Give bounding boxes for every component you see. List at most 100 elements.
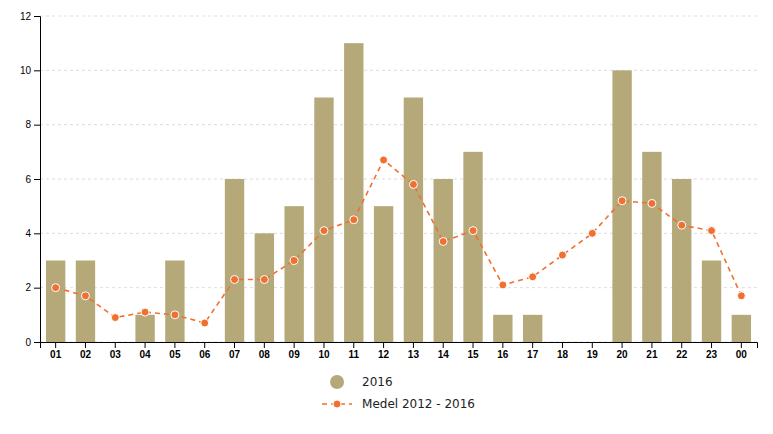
y-tick-label: 8 [25,119,31,130]
x-tick: 18 [557,342,569,360]
x-tick-mark [234,342,235,348]
x-tick-mark [383,342,384,348]
x-tick-mark [264,342,265,348]
x-tick-mark [711,342,712,348]
x-tick-label: 10 [318,349,330,360]
bar [344,43,363,342]
legend-label: Medel 2012 - 2016 [362,397,475,411]
y-tick-mark [34,125,40,126]
x-tick-mark [413,342,414,348]
x-tick-label: 17 [527,349,539,360]
line [56,160,742,323]
marker [618,197,626,205]
x-tick: 00 [736,342,748,360]
x-tick-label: 15 [467,349,479,360]
x-tick-label: 20 [617,349,629,360]
y-tick: 10 [20,65,40,76]
x-tick-mark [502,342,503,348]
y-tick: 6 [25,174,40,185]
x-axis-line [41,343,758,349]
x-tick-mark [681,342,682,348]
x-tick: 06 [199,342,211,360]
x-tick: 05 [169,342,181,360]
x-tick: 11 [348,342,359,360]
y-tick-mark [34,288,40,289]
bar [314,98,333,343]
marker [81,292,89,300]
y-tick-mark [34,342,40,343]
bar [106,342,125,343]
x-tick: 13 [408,342,420,360]
grid [40,16,757,342]
x-tick-mark [323,342,324,348]
bar [434,179,453,342]
x-tick: 01 [50,342,62,360]
x-tick-label: 19 [587,349,599,360]
x-tick-mark [443,342,444,348]
chart: 0246810120102030405060708091011121314151… [0,0,773,434]
x-tick-mark [532,342,533,348]
x-tick: 03 [110,342,122,360]
x-tick-label: 07 [229,349,241,360]
x-tick-mark [204,342,205,348]
bar [255,233,274,342]
marker [708,227,716,235]
x-tick: 22 [676,342,688,360]
marker [201,319,209,327]
x-tick: 20 [617,342,629,360]
x-tick: 15 [467,342,479,360]
x-tick: 10 [318,342,330,360]
bar [165,261,184,343]
y-tick-label: 10 [20,65,32,76]
marker [529,273,537,281]
x-tick-mark [473,342,474,348]
grid-line [40,70,757,71]
bar [46,261,65,343]
x-tick-label: 21 [646,349,658,360]
marker [260,276,268,284]
bar [732,315,751,342]
bar [284,206,303,342]
x-tick: 08 [259,342,271,360]
bar [374,206,393,342]
x-tick-label: 08 [259,349,271,360]
y-tick-mark [34,16,40,17]
x-tick-mark [592,342,593,348]
marker [499,281,507,289]
y-tick: 4 [25,228,40,239]
x-tick-mark [115,342,116,348]
x-tick-mark [651,342,652,348]
y-tick: 12 [20,11,40,22]
marker [231,276,239,284]
x-tick-label: 12 [378,349,390,360]
legend: 2016 Medel 2012 - 2016 [322,375,475,411]
bar [463,152,482,342]
x-tick-label: 11 [348,349,359,360]
marker [290,257,298,265]
marks [46,43,751,342]
x-tick-label: 03 [110,349,122,360]
x-tick-mark [85,342,86,348]
x-tick: 17 [527,342,539,360]
y-axis: 024681012 [20,11,41,348]
legend-item: 2016 [330,375,393,389]
bar [195,342,214,343]
bar [225,179,244,342]
x-tick: 19 [587,342,599,360]
bar [612,70,631,342]
bar [404,98,423,343]
grid-line [40,124,757,125]
x-tick-label: 23 [706,349,718,360]
bar [642,152,661,342]
y-tick-label: 2 [25,282,31,293]
x-tick-label: 05 [169,349,181,360]
x-tick: 02 [80,342,92,360]
x-tick: 16 [497,342,509,360]
marker [469,227,477,235]
bar [672,179,691,342]
x-tick-mark [741,342,742,348]
x-tick: 09 [289,342,301,360]
x-tick: 21 [646,342,658,360]
bar [135,315,154,342]
legend-marker [333,400,341,408]
